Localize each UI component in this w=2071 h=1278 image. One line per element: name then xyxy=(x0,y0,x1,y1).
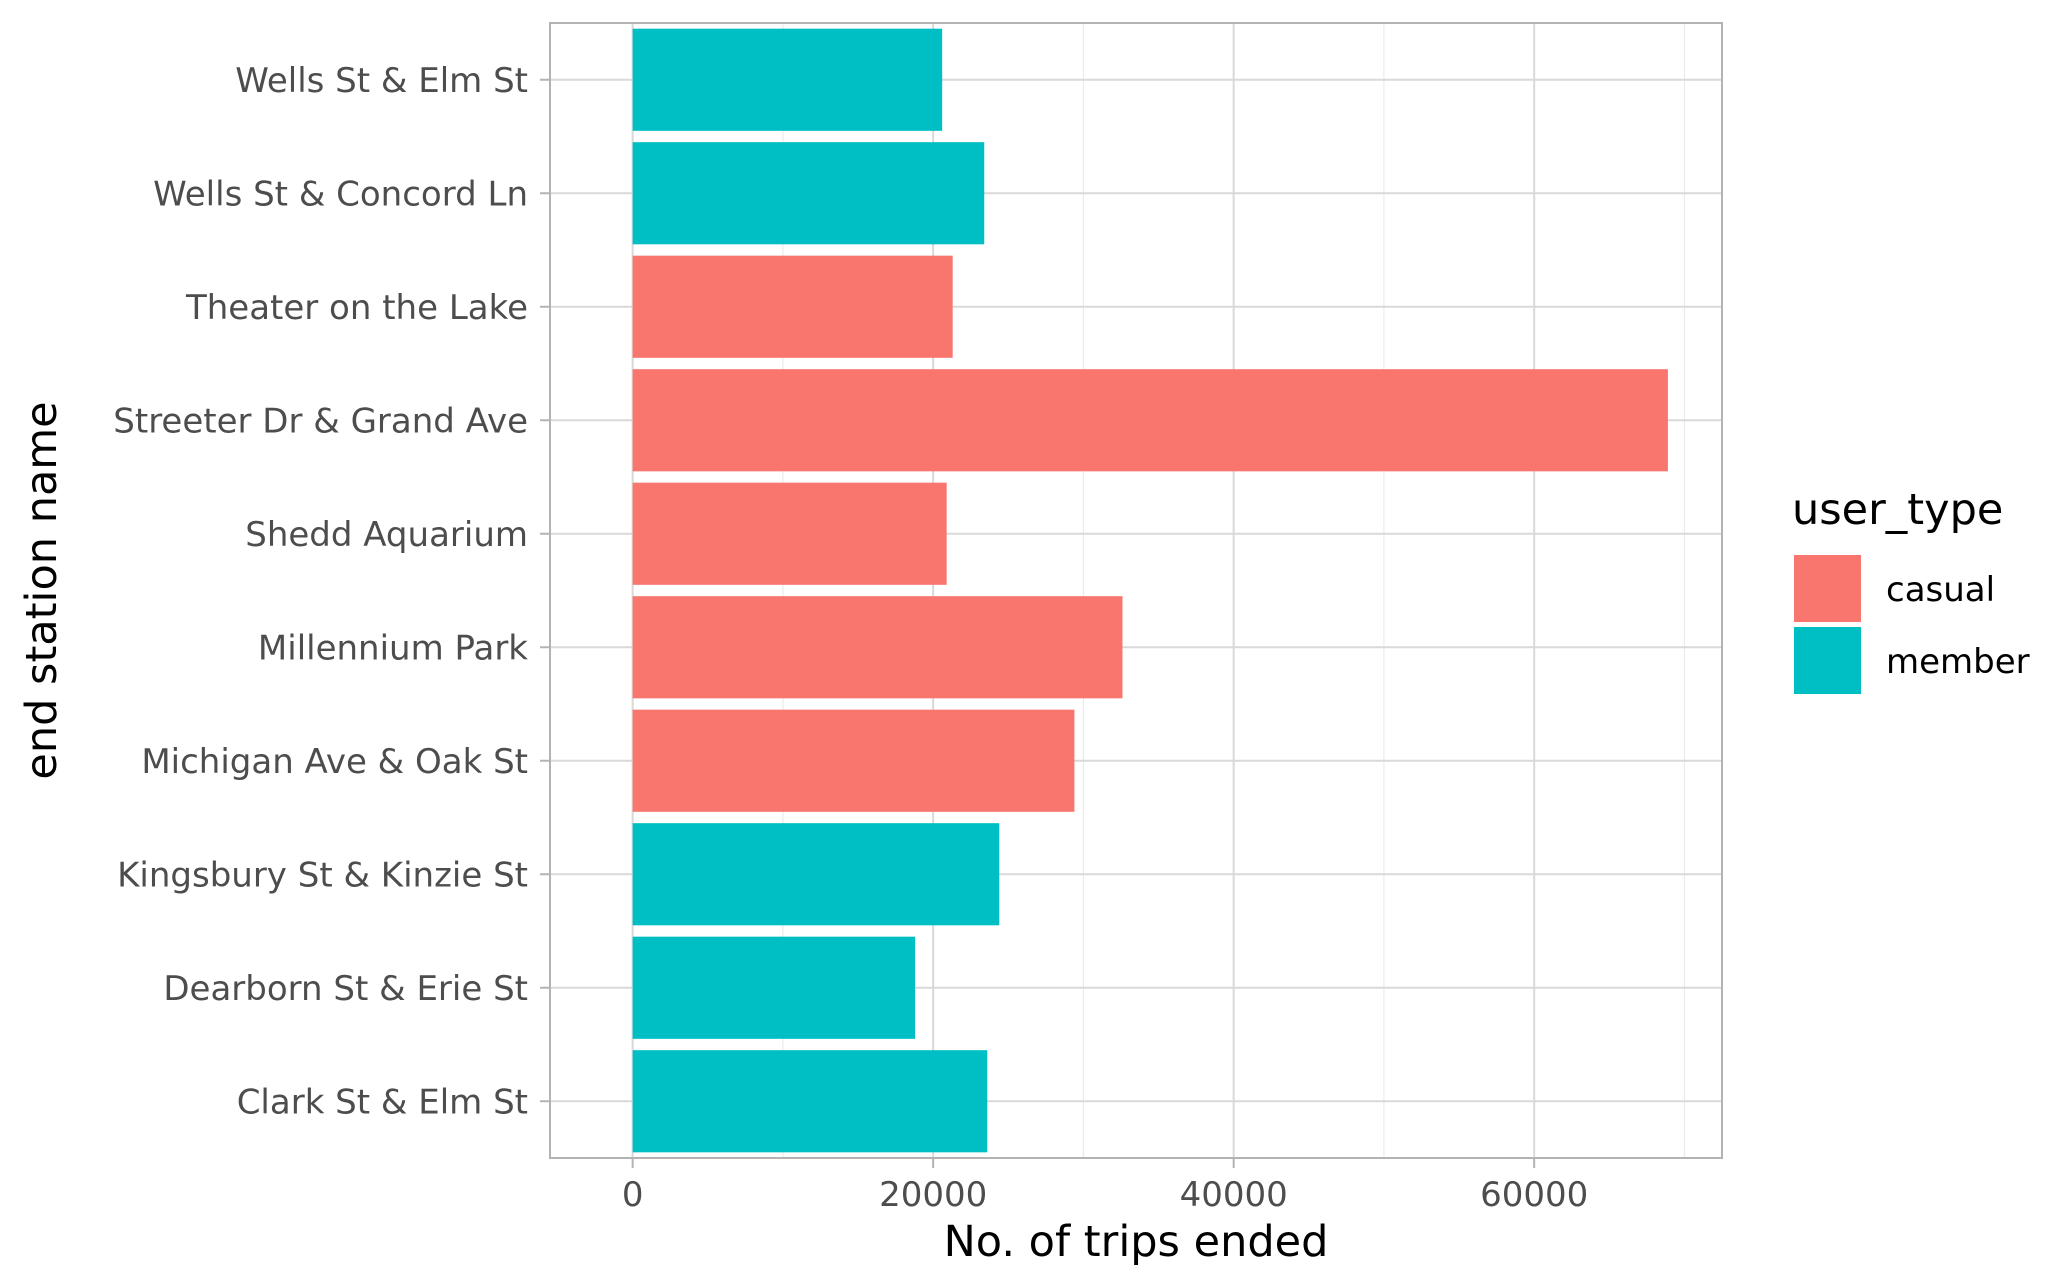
y-tick-label: Wells St & Concord Ln xyxy=(153,174,528,214)
legend-key-casual xyxy=(1794,555,1861,622)
bar-casual xyxy=(632,709,1075,812)
x-tick-label: 20000 xyxy=(879,1175,987,1215)
y-axis-title: end station name xyxy=(17,401,67,779)
bar-member xyxy=(632,28,943,131)
legend-label: casual xyxy=(1886,570,1995,610)
y-tick-label: Wells St & Elm St xyxy=(235,61,528,101)
panel-border xyxy=(549,22,1723,1159)
bars xyxy=(632,28,1668,1153)
bar-member xyxy=(632,823,1000,926)
bar-casual xyxy=(632,482,947,585)
legend-title: user_type xyxy=(1792,485,2003,535)
x-axis: 0 20000 40000 60000 xyxy=(622,1158,1588,1215)
y-axis: Wells St & Elm St Wells St & Concord Ln Th… xyxy=(113,61,550,1122)
legend-label: member xyxy=(1886,642,2030,682)
x-axis-title: No. of trips ended xyxy=(944,1217,1329,1267)
bar-member xyxy=(632,142,985,245)
y-tick-label: Michigan Ave & Oak St xyxy=(141,742,528,782)
y-tick-label: Streeter Dr & Grand Ave xyxy=(113,401,528,441)
bar-member xyxy=(632,1050,988,1153)
bar-casual xyxy=(632,255,953,358)
bar-member xyxy=(632,936,916,1039)
y-tick-label: Theater on the Lake xyxy=(185,288,528,328)
legend: user_type casual member xyxy=(1792,485,2030,694)
x-tick-label: 40000 xyxy=(1180,1175,1288,1215)
y-tick-label: Kingsbury St & Kinzie St xyxy=(117,855,528,895)
y-tick-label: Shedd Aquarium xyxy=(245,515,528,555)
y-tick-label: Dearborn St & Erie St xyxy=(163,969,528,1009)
legend-key-member xyxy=(1794,627,1861,694)
bar-casual xyxy=(632,596,1123,699)
x-tick-label: 0 xyxy=(622,1175,644,1215)
bar-casual xyxy=(632,369,1668,472)
y-tick-label: Millennium Park xyxy=(258,628,528,668)
y-tick-label: Clark St & Elm St xyxy=(237,1082,528,1122)
x-tick-label: 60000 xyxy=(1480,1175,1588,1215)
